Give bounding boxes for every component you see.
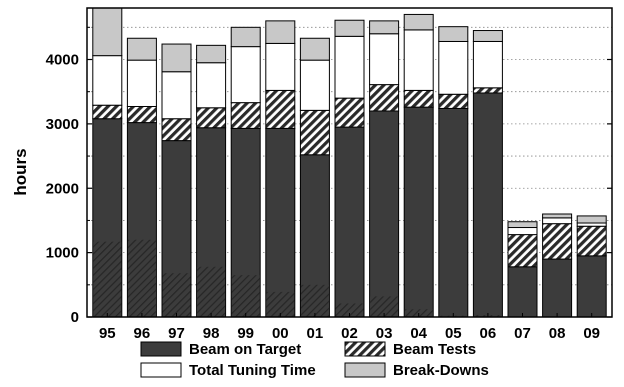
bar-segment-total-tuning-time bbox=[369, 33, 400, 86]
bar-segment-beam-on-target bbox=[334, 126, 365, 318]
bar-segment-break-downs bbox=[230, 26, 261, 48]
bar-segment-beam-on-target-hatched bbox=[300, 284, 329, 317]
bar-segment-break-downs bbox=[334, 19, 365, 37]
bar-segment-beam-on-target bbox=[542, 258, 573, 318]
bar-segment-beam-on-target-hatched bbox=[370, 296, 399, 317]
bar-segment-beam-on-target bbox=[472, 92, 503, 318]
bar-segment-beam-tests bbox=[403, 89, 434, 108]
legend: Beam on Target Beam Tests Total Tuning Tim… bbox=[140, 341, 489, 379]
bar-segment-total-tuning-time bbox=[161, 71, 192, 120]
y-tick-label: 3000 bbox=[46, 116, 79, 133]
bar-segment-beam-on-target-hatched bbox=[127, 239, 156, 317]
bar-segment-total-tuning-time bbox=[299, 59, 330, 111]
y-tick-label: 2000 bbox=[46, 180, 79, 197]
bar-segment-break-downs bbox=[507, 221, 538, 229]
y-axis: 0 1000 2000 3000 4000 bbox=[46, 26, 612, 326]
bar-segment-beam-on-target bbox=[369, 110, 400, 318]
bar-segment-beam-on-target bbox=[403, 106, 434, 318]
x-tick-label: 09 bbox=[583, 325, 600, 342]
y-axis-title: hours bbox=[11, 148, 30, 195]
x-tick-label: 06 bbox=[480, 325, 497, 342]
bar-segment-total-tuning-time bbox=[230, 46, 261, 104]
bar-segment-break-downs bbox=[126, 37, 157, 61]
legend-swatch bbox=[344, 362, 386, 378]
bar-segment-beam-tests bbox=[542, 223, 573, 260]
bar-segment-beam-tests bbox=[472, 87, 503, 94]
bar-segment-break-downs bbox=[369, 20, 400, 35]
x-tick-label: 04 bbox=[410, 325, 427, 342]
bar-segment-beam-tests bbox=[299, 109, 330, 156]
y-tick-label: 4000 bbox=[46, 52, 79, 69]
bar-segment-beam-tests bbox=[196, 107, 227, 129]
bar-segment-beam-on-target bbox=[438, 107, 469, 318]
bar-segment-total-tuning-time bbox=[438, 40, 469, 95]
legend-label: Break-Downs bbox=[393, 362, 489, 379]
x-tick-label: 97 bbox=[168, 325, 185, 342]
bar-segment-beam-tests bbox=[576, 225, 607, 257]
bar-segment-total-tuning-time bbox=[196, 62, 227, 109]
x-tick-label: 02 bbox=[341, 325, 358, 342]
bar-segment-break-downs bbox=[438, 26, 469, 42]
bar-segment-beam-tests bbox=[92, 104, 123, 120]
bar-segment-break-downs bbox=[92, 7, 123, 57]
bar-segment-total-tuning-time bbox=[265, 42, 296, 91]
bar-segment-break-downs bbox=[196, 44, 227, 64]
bar-segment-break-downs bbox=[299, 37, 330, 61]
legend-swatch bbox=[140, 341, 182, 357]
legend-label: Beam on Target bbox=[189, 341, 301, 358]
bar-segment-beam-on-target-hatched bbox=[231, 275, 260, 317]
bar-segment-beam-tests bbox=[230, 102, 261, 129]
bar-segment-beam-tests bbox=[507, 234, 538, 268]
bar-segment-beam-tests bbox=[126, 105, 157, 124]
x-tick-label: 01 bbox=[307, 325, 324, 342]
bar-segment-break-downs bbox=[576, 215, 607, 224]
bar-segment-total-tuning-time bbox=[403, 29, 434, 91]
x-axis: 95 96 97 98 99 00 01 02 03 04 05 06 07 08 09 bbox=[99, 313, 600, 342]
bar-segment-break-downs bbox=[265, 20, 296, 44]
bar-segment-beam-tests bbox=[369, 84, 400, 112]
bar-segment-beam-on-target-hatched bbox=[162, 273, 191, 317]
bar-segment-beam-on-target-hatched bbox=[335, 303, 364, 317]
y-tick-label: 0 bbox=[71, 309, 79, 326]
bar-segment-beam-on-target bbox=[265, 127, 296, 318]
legend-label: Beam Tests bbox=[393, 341, 476, 358]
bar-segment-beam-on-target-hatched bbox=[93, 241, 122, 317]
bar-segment-beam-tests bbox=[161, 118, 192, 142]
bar-segment-beam-on-target-hatched bbox=[266, 291, 295, 317]
bar-segment-break-downs bbox=[161, 43, 192, 73]
bar-segment-beam-on-target bbox=[576, 255, 607, 318]
x-tick-label: 08 bbox=[549, 325, 566, 342]
legend-label: Total Tuning Time bbox=[189, 362, 316, 379]
bar-segment-total-tuning-time bbox=[92, 55, 123, 106]
bars bbox=[92, 7, 607, 318]
x-tick-label: 00 bbox=[272, 325, 289, 342]
bar-segment-break-downs bbox=[403, 13, 434, 31]
bar-segment-beam-on-target-hatched bbox=[197, 266, 226, 317]
bar-segment-beam-tests bbox=[334, 97, 365, 128]
bar-segment-beam-tests bbox=[265, 89, 296, 129]
bar-segment-break-downs bbox=[472, 30, 503, 42]
bar-segment-beam-on-target bbox=[507, 266, 538, 318]
bar-segment-total-tuning-time bbox=[334, 35, 365, 99]
bar-segment-total-tuning-time bbox=[507, 227, 538, 236]
bar-segment-break-downs bbox=[542, 213, 573, 219]
x-tick-label: 98 bbox=[203, 325, 220, 342]
bar-segment-total-tuning-time bbox=[472, 40, 503, 89]
y-tick-label: 1000 bbox=[46, 245, 79, 262]
x-tick-label: 07 bbox=[514, 325, 531, 342]
legend-swatch bbox=[344, 341, 386, 357]
x-tick-label: 99 bbox=[237, 325, 254, 342]
legend-swatch bbox=[140, 362, 182, 378]
bar-segment-total-tuning-time bbox=[542, 217, 573, 225]
x-tick-label: 03 bbox=[376, 325, 393, 342]
x-tick-label: 95 bbox=[99, 325, 116, 342]
x-tick-label: 05 bbox=[445, 325, 462, 342]
bar-segment-total-tuning-time bbox=[126, 59, 157, 107]
bar-segment-beam-tests bbox=[438, 93, 469, 109]
x-tick-label: 96 bbox=[134, 325, 151, 342]
